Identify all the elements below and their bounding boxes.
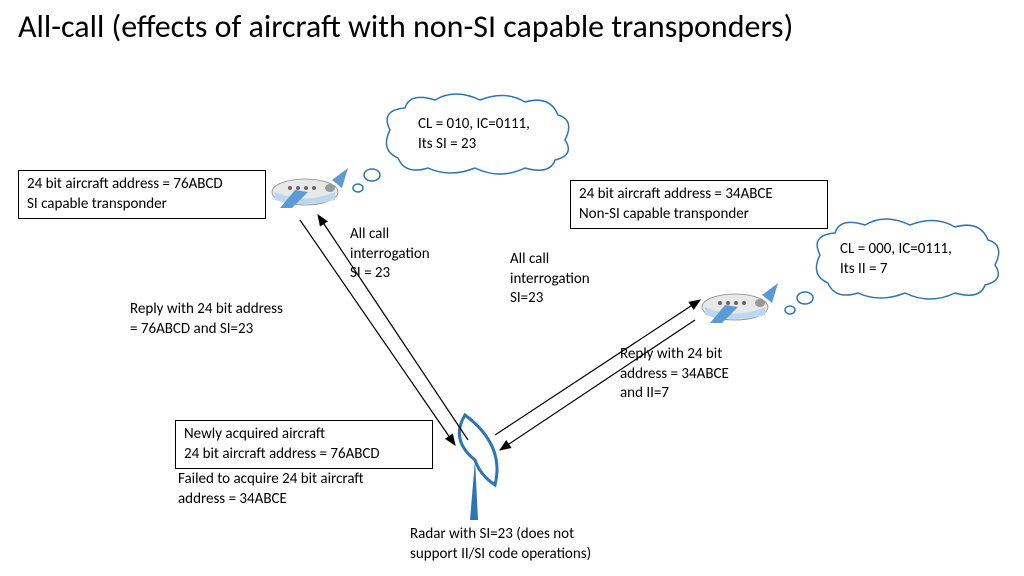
- aircraft-right-line2: Non-SI capable transponder: [579, 205, 819, 225]
- reply-right-l3: and II=7: [620, 384, 729, 404]
- interrogation-left-l3: SI = 23: [350, 264, 430, 284]
- interrogation-left-l2: interrogation: [350, 245, 430, 265]
- aircraft-left-box: 24 bit aircraft address = 76ABCD SI capa…: [18, 170, 266, 219]
- interrogation-right-l1: All call: [510, 250, 590, 270]
- radar-l2: support II/SI code operations): [410, 545, 591, 565]
- cloud-left-line1: CL = 010, IC=0111,: [418, 115, 530, 135]
- acquired-box: Newly acquired aircraft 24 bit aircraft …: [175, 420, 433, 469]
- interrogation-right-l2: interrogation: [510, 270, 590, 290]
- reply-right-l2: address = 34ABCE: [620, 365, 729, 385]
- reply-right-l1: Reply with 24 bit: [620, 345, 729, 365]
- reply-left-label: Reply with 24 bit address = 76ABCD and S…: [130, 300, 283, 339]
- aircraft-right-box: 24 bit aircraft address = 34ABCE Non-SI …: [570, 180, 828, 229]
- aircraft-right-line1: 24 bit aircraft address = 34ABCE: [579, 185, 819, 205]
- cloud-right-line1: CL = 000, IC=0111,: [840, 240, 952, 260]
- acquired-l1: Newly acquired aircraft: [184, 425, 424, 445]
- slide-title: All-call (effects of aircraft with non-S…: [18, 8, 793, 46]
- cloud-right-text: CL = 000, IC=0111, Its II = 7: [840, 240, 952, 279]
- interrogation-right-l3: SI=23: [510, 289, 590, 309]
- failed-l2: address = 34ABCE: [178, 490, 364, 510]
- radar-label: Radar with SI=23 (does not support II/SI…: [410, 525, 591, 564]
- failed-l1: Failed to acquire 24 bit aircraft: [178, 470, 364, 490]
- aircraft-right-icon: [702, 283, 778, 323]
- radar-l1: Radar with SI=23 (does not: [410, 525, 591, 545]
- acquired-l2: 24 bit aircraft address = 76ABCD: [184, 445, 424, 465]
- interrogation-right-label: All call interrogation SI=23: [510, 250, 590, 309]
- aircraft-left-line2: SI capable transponder: [27, 195, 257, 215]
- radar-icon: [459, 415, 497, 520]
- interrogation-left-label: All call interrogation SI = 23: [350, 225, 430, 284]
- interrogation-left-l1: All call: [350, 225, 430, 245]
- aircraft-left-icon: [272, 168, 348, 208]
- reply-left-l1: Reply with 24 bit address: [130, 300, 283, 320]
- reply-right-label: Reply with 24 bit address = 34ABCE and I…: [620, 345, 729, 404]
- failed-label: Failed to acquire 24 bit aircraft addres…: [178, 470, 364, 509]
- cloud-left-line2: Its SI = 23: [418, 135, 530, 155]
- cloud-right-line2: Its II = 7: [840, 260, 952, 280]
- cloud-left-text: CL = 010, IC=0111, Its SI = 23: [418, 115, 530, 154]
- aircraft-left-line1: 24 bit aircraft address = 76ABCD: [27, 175, 257, 195]
- reply-left-l2: = 76ABCD and SI=23: [130, 320, 283, 340]
